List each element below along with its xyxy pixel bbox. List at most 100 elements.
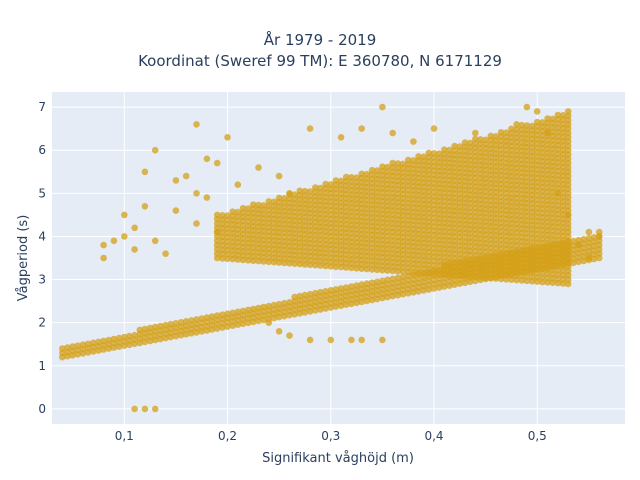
data-point	[69, 343, 76, 350]
data-point	[260, 202, 267, 209]
data-point	[162, 321, 169, 329]
y-axis-title: Vågperiod (s)	[16, 215, 31, 302]
data-point	[131, 246, 138, 253]
data-point	[446, 146, 453, 154]
data-point	[275, 328, 283, 335]
data-point	[250, 305, 257, 313]
data-point	[559, 112, 567, 119]
data-point	[286, 190, 293, 197]
y-tick-label: 6	[38, 143, 46, 157]
data-point	[312, 289, 319, 297]
data-point	[595, 233, 603, 240]
data-point	[84, 340, 92, 348]
data-point	[410, 138, 417, 145]
data-point	[162, 250, 169, 257]
chart-title-line-1: År 1979 - 2019	[263, 31, 377, 49]
data-point	[131, 331, 138, 339]
data-point	[322, 180, 329, 188]
data-point	[275, 172, 283, 180]
y-tick-labels: 0 1 2 3 4 5 6 7	[38, 100, 46, 416]
data-point	[291, 191, 298, 198]
data-point	[100, 337, 107, 345]
data-point	[332, 177, 340, 184]
data-point	[580, 236, 587, 243]
data-point	[342, 284, 350, 291]
data-point	[265, 319, 273, 327]
data-point	[131, 405, 138, 413]
data-point	[456, 143, 464, 150]
data-point	[363, 170, 371, 178]
data-point	[410, 157, 417, 164]
data-point	[327, 336, 335, 344]
data-point	[110, 335, 118, 343]
data-point	[528, 122, 536, 130]
data-point	[172, 177, 180, 184]
data-point	[177, 319, 185, 326]
data-point	[100, 241, 107, 249]
data-point	[523, 103, 531, 111]
x-tick-label: 0,1	[115, 429, 134, 443]
data-point	[513, 121, 520, 128]
data-point	[110, 237, 118, 245]
data-point	[342, 173, 350, 181]
data-point	[430, 125, 438, 132]
data-point	[327, 181, 335, 188]
data-point	[265, 198, 273, 205]
data-point	[136, 326, 144, 334]
data-point	[255, 164, 262, 171]
data-point	[518, 121, 526, 129]
data-point	[105, 336, 113, 344]
data-point	[234, 208, 242, 216]
y-tick-label: 1	[38, 359, 46, 373]
x-tick-label: 0,3	[321, 429, 340, 443]
data-point	[487, 132, 495, 140]
data-point	[141, 168, 149, 176]
data-point	[213, 159, 221, 167]
x-tick-label: 0,5	[528, 429, 547, 443]
data-point	[141, 405, 149, 413]
data-point	[151, 146, 159, 154]
data-point	[193, 121, 200, 128]
data-point	[337, 134, 345, 141]
data-point	[358, 336, 366, 344]
data-point	[430, 150, 438, 157]
data-point	[415, 153, 422, 160]
data-point	[151, 323, 159, 331]
data-point	[539, 119, 546, 126]
data-point	[368, 279, 376, 287]
data-point	[451, 142, 458, 150]
data-point	[373, 278, 381, 286]
data-point	[167, 320, 174, 328]
data-point	[281, 195, 288, 202]
data-point	[121, 333, 128, 341]
data-point	[332, 286, 340, 293]
data-point	[492, 133, 500, 140]
data-point	[306, 125, 314, 132]
data-point	[172, 320, 180, 327]
data-point	[373, 167, 381, 174]
data-point	[229, 309, 236, 317]
data-point	[549, 115, 556, 123]
data-point	[182, 318, 190, 325]
data-point	[477, 136, 484, 143]
y-tick-label: 4	[38, 229, 46, 243]
data-point	[250, 201, 257, 208]
data-point	[570, 237, 577, 245]
data-point	[208, 313, 216, 320]
data-point	[270, 301, 278, 309]
data-point	[497, 129, 505, 136]
data-point	[90, 339, 97, 347]
data-point	[286, 332, 293, 339]
data-point	[219, 212, 226, 219]
data-point	[270, 198, 278, 206]
data-point	[533, 108, 541, 115]
data-point	[239, 204, 247, 212]
data-point	[368, 166, 376, 174]
data-point	[404, 156, 412, 164]
data-point	[193, 220, 200, 227]
x-tick-label: 0,2	[218, 429, 237, 443]
data-point	[337, 285, 345, 292]
data-point	[399, 273, 407, 281]
